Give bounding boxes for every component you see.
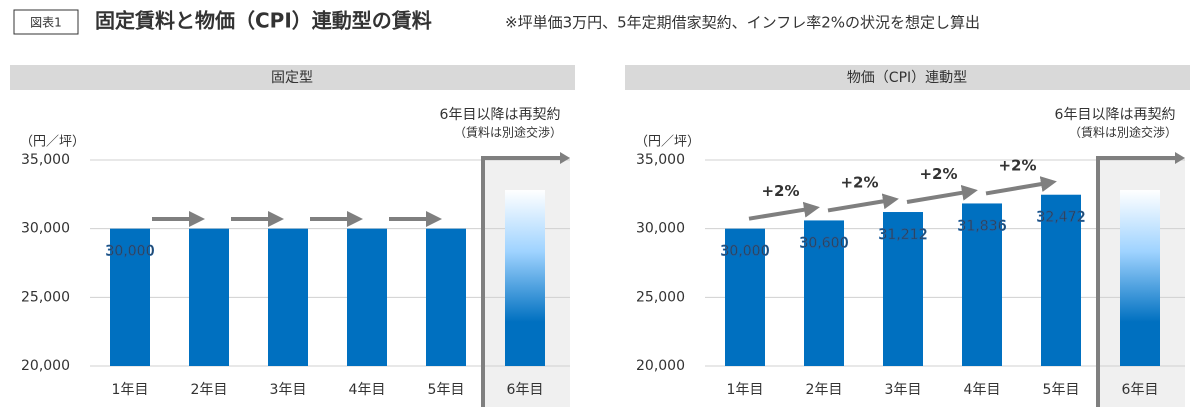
chart-header xyxy=(10,65,575,90)
change-label: +2% xyxy=(840,174,878,192)
annotation: （賃料は別途交渉） xyxy=(454,125,562,140)
y-axis-label: （円／坪） xyxy=(20,135,85,150)
title: 固定賃料と物価（CPI）連動型の賃料 xyxy=(95,9,432,33)
figure-label-box xyxy=(13,9,79,35)
x-tick-label: 5年目 xyxy=(428,382,465,398)
contract-arrow-head xyxy=(1175,152,1185,164)
x-tick-label: 2年目 xyxy=(806,382,843,398)
x-tick-label: 3年目 xyxy=(885,382,922,398)
annotation: （賃料は別途交渉） xyxy=(1069,125,1177,140)
value-label: 30,000 xyxy=(721,244,770,260)
annotation: 6年目以降は再契約 xyxy=(440,107,561,123)
contract-frame xyxy=(1096,156,1177,407)
value-label: 31,836 xyxy=(958,218,1007,234)
trend-arrow xyxy=(985,176,1057,196)
trend-arrow xyxy=(748,201,820,221)
y-tick-label: 25,000 xyxy=(636,289,685,305)
contract-frame xyxy=(481,156,562,407)
x-tick-label: 4年目 xyxy=(349,382,386,398)
change-label: +2% xyxy=(919,165,957,183)
y-axis-label: （円／坪） xyxy=(635,135,700,150)
value-label: 30,000 xyxy=(106,244,155,260)
trend-arrow xyxy=(906,184,978,204)
x-tick-label: 1年目 xyxy=(727,382,764,398)
y-tick-label: 30,000 xyxy=(636,221,685,237)
bar xyxy=(804,220,844,366)
bar xyxy=(347,228,387,366)
change-label: +2% xyxy=(761,182,799,200)
x-tick-label: 3年目 xyxy=(270,382,307,398)
chart-header xyxy=(625,65,1190,90)
x-tick-label: 2年目 xyxy=(191,382,228,398)
note: ※坪単価3万円、5年定期借家契約、インフレ率2%の状況を想定し算出 xyxy=(505,14,980,32)
bar xyxy=(1041,194,1081,366)
bar xyxy=(883,212,923,366)
y-tick-label: 35,000 xyxy=(636,152,685,168)
annotation: 6年目以降は再契約 xyxy=(1055,107,1176,123)
bar xyxy=(189,228,229,366)
x-tick-label: 5年目 xyxy=(1043,382,1080,398)
y-tick-label: 30,000 xyxy=(21,221,70,237)
chart-title: 物価（CPI）連動型 xyxy=(847,70,967,86)
x-tick-label: 4年目 xyxy=(964,382,1001,398)
future-bar xyxy=(505,190,545,366)
bar xyxy=(110,228,150,366)
bar xyxy=(268,228,308,366)
contract-arrow-head xyxy=(560,152,570,164)
bar xyxy=(725,228,765,366)
trend-arrow xyxy=(827,193,899,213)
y-tick-label: 20,000 xyxy=(636,358,685,374)
figure-label: 図表1 xyxy=(30,16,62,30)
y-tick-label: 25,000 xyxy=(21,289,70,305)
x-tick-label: 6年目 xyxy=(1122,382,1159,398)
bar xyxy=(426,228,466,366)
value-label: 30,600 xyxy=(800,235,849,251)
chart-title: 固定型 xyxy=(271,70,313,86)
bar xyxy=(962,203,1002,366)
value-label: 32,472 xyxy=(1037,210,1086,226)
y-tick-label: 20,000 xyxy=(21,358,70,374)
future-bar xyxy=(1120,190,1160,366)
change-label: +2% xyxy=(998,157,1036,175)
y-tick-label: 35,000 xyxy=(21,152,70,168)
x-tick-label: 1年目 xyxy=(112,382,149,398)
value-label: 31,212 xyxy=(879,227,928,243)
x-tick-label: 6年目 xyxy=(507,382,544,398)
